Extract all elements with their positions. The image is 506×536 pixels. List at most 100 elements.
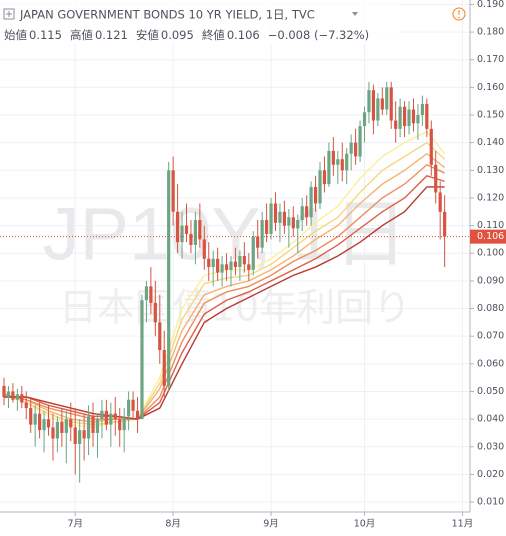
high-label: 高値 bbox=[70, 28, 93, 42]
y-tick-label: 0.170 bbox=[477, 54, 504, 65]
candle-body bbox=[153, 302, 157, 323]
candle-body bbox=[20, 394, 24, 403]
candle-body bbox=[354, 142, 358, 157]
candle-body bbox=[202, 239, 206, 259]
y-tick-label: 0.090 bbox=[477, 275, 504, 286]
open-label: 始値 bbox=[4, 28, 27, 42]
last-price-tag bbox=[470, 229, 506, 244]
candle-body bbox=[6, 391, 11, 397]
candle-body bbox=[38, 413, 42, 431]
candle-body bbox=[327, 150, 331, 185]
candle-body bbox=[278, 211, 282, 223]
x-tick-label: 7月 bbox=[67, 519, 83, 530]
x-tick-label: 8月 bbox=[165, 519, 181, 530]
candle-body bbox=[29, 408, 33, 425]
y-tick-label: 0.050 bbox=[477, 386, 504, 397]
close-label: 終値 bbox=[202, 28, 225, 42]
collapse-icon[interactable] bbox=[3, 8, 15, 20]
axes: 0.010 0.020 0.030 0.040 0.050 0.060 0.070 0.080… bbox=[67, 0, 506, 530]
candle-body bbox=[362, 112, 367, 127]
low-value: 0.095 bbox=[161, 28, 194, 42]
y-tick-label: 0.040 bbox=[477, 414, 504, 425]
candle-body bbox=[345, 153, 349, 171]
y-tick-label: 0.160 bbox=[477, 82, 504, 93]
x-tick-label: 9月 bbox=[263, 519, 279, 530]
candle-body bbox=[91, 416, 95, 433]
candle-body bbox=[367, 90, 371, 113]
moving-average-line bbox=[4, 186, 445, 420]
plot bbox=[0, 81, 470, 483]
candle-body bbox=[162, 349, 166, 386]
y-tick-label: 0.060 bbox=[477, 358, 504, 369]
y-tick-label: 0.140 bbox=[477, 137, 504, 148]
watermark-symbol: JP10Y, 1日 bbox=[43, 193, 408, 276]
candle-body bbox=[247, 264, 251, 270]
candle-body bbox=[82, 430, 86, 439]
candle-body bbox=[118, 419, 122, 431]
info-icon[interactable] bbox=[452, 7, 466, 21]
candle-body bbox=[260, 220, 264, 248]
candle-body bbox=[398, 106, 402, 129]
y-tick-label: 0.070 bbox=[477, 331, 504, 342]
ohlc-legend: 始値 0.115 高値 0.121 安値 0.095 終値 0.106 −0.008 (−7.3… bbox=[4, 28, 369, 42]
candle-body bbox=[229, 261, 233, 270]
y-tick-label: 0.110 bbox=[477, 220, 504, 231]
candle-body bbox=[109, 413, 113, 425]
candle-body bbox=[122, 416, 126, 431]
candle-body bbox=[15, 394, 19, 400]
candle-body bbox=[251, 236, 255, 270]
dropdown-arrow[interactable] bbox=[352, 12, 358, 16]
candle-body bbox=[371, 90, 376, 121]
close-value: 0.106 bbox=[227, 28, 260, 42]
candle-body bbox=[265, 220, 269, 234]
candle-body bbox=[224, 264, 229, 270]
candle-body bbox=[171, 170, 175, 212]
candle-body bbox=[51, 427, 55, 439]
candle-body bbox=[46, 419, 51, 428]
candle-body bbox=[104, 410, 108, 425]
candle-body bbox=[389, 87, 393, 121]
candle-body bbox=[318, 170, 322, 204]
candle-body bbox=[220, 264, 224, 273]
moving-average-line bbox=[4, 175, 445, 420]
candle-body bbox=[127, 399, 131, 417]
candle-body bbox=[60, 421, 64, 433]
change-value: −0.008 (−7.32%) bbox=[268, 28, 369, 42]
moving-average-line bbox=[3, 152, 446, 423]
y-tick-label: 0.080 bbox=[477, 303, 504, 314]
candle-body bbox=[242, 256, 246, 265]
candle-body bbox=[340, 159, 344, 171]
candle-body bbox=[313, 186, 318, 204]
candle-body bbox=[86, 416, 91, 439]
candle-body bbox=[273, 203, 278, 223]
candle-body bbox=[144, 286, 149, 301]
candle-body bbox=[291, 217, 295, 229]
y-tick-label: 0.180 bbox=[477, 27, 504, 38]
y-tick-label: 0.020 bbox=[477, 469, 504, 480]
open-value: 0.115 bbox=[29, 28, 62, 42]
y-tick-label: 0.100 bbox=[477, 248, 504, 259]
candle-body bbox=[211, 258, 215, 268]
candle-body bbox=[167, 170, 171, 386]
legend-background bbox=[0, 0, 400, 44]
candle-body bbox=[305, 206, 309, 218]
candle-body bbox=[69, 419, 73, 428]
candle-body bbox=[438, 192, 442, 212]
candle-body bbox=[73, 427, 77, 444]
candle-body bbox=[184, 225, 189, 234]
candle-body bbox=[336, 159, 340, 165]
candle-body bbox=[331, 150, 335, 165]
candle-body bbox=[64, 419, 68, 433]
candle-body bbox=[416, 115, 420, 124]
candle-body bbox=[376, 98, 380, 121]
candle-body bbox=[135, 410, 140, 420]
candle-body bbox=[420, 103, 424, 116]
candle-body bbox=[309, 186, 313, 218]
low-label: 安値 bbox=[136, 28, 159, 42]
candle-body bbox=[158, 322, 162, 350]
y-tick-label: 0.190 bbox=[477, 0, 504, 10]
candle-body bbox=[269, 203, 273, 234]
candle-body bbox=[238, 256, 242, 268]
y-tick-label: 0.010 bbox=[477, 497, 504, 508]
